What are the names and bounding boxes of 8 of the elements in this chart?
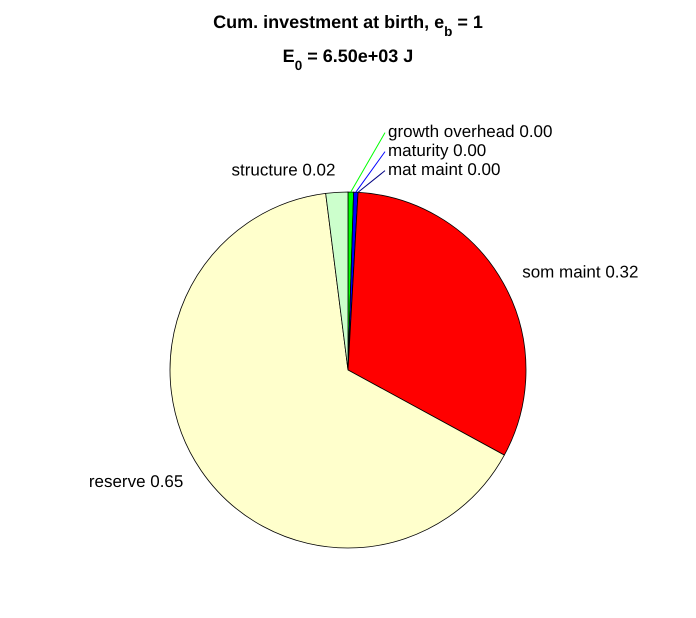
chart-subtitle: E$_{0}$ = 6.50e+03 J: [282, 46, 414, 72]
slice-label: reserve 0.65: [88, 472, 184, 491]
chart-title: Cum. investment at birth, e$_{b}$ = 1: [213, 12, 483, 38]
slice-label: som maint 0.32: [522, 262, 638, 282]
slice-label: maturity 0.00: [388, 141, 486, 160]
legend-label: mat maint 0.00: [388, 160, 500, 180]
slice-label: structure 0.02: [232, 160, 336, 180]
slice-label: growth overhead 0.00: [388, 122, 552, 142]
